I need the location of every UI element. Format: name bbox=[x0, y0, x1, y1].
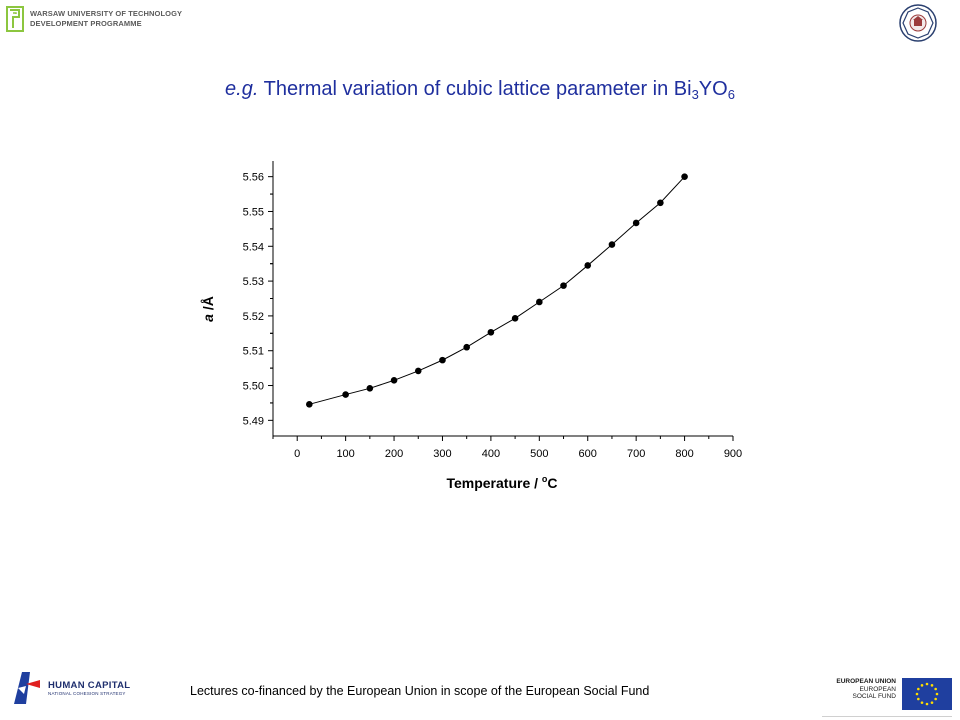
eu-line3: SOCIAL FUND bbox=[852, 693, 896, 700]
university-crest-icon bbox=[899, 4, 937, 42]
eu-line1: EUROPEAN UNION bbox=[836, 678, 896, 685]
human-capital-subtitle: NATIONAL COHESION STRATEGY bbox=[48, 691, 126, 696]
eu-star-icon bbox=[930, 684, 934, 687]
x-axis-label-main: Temperature / bbox=[446, 475, 541, 491]
eu-text: EUROPEAN UNION EUROPEAN SOCIAL FUND bbox=[836, 678, 896, 701]
y-tick-label: 5.56 bbox=[243, 172, 264, 184]
human-capital-title: HUMAN CAPITAL bbox=[48, 680, 131, 691]
x-tick-label: 300 bbox=[433, 448, 451, 460]
eu-star-icon bbox=[934, 697, 937, 701]
y-tick-label: 5.52 bbox=[243, 311, 264, 323]
wut-logo-icon bbox=[6, 6, 24, 32]
y-tick-label: 5.55 bbox=[243, 206, 264, 218]
data-point bbox=[584, 262, 592, 269]
eu-star-icon bbox=[925, 702, 929, 706]
x-tick-label: 400 bbox=[482, 448, 500, 460]
title-subscript-1: 3 bbox=[691, 87, 699, 102]
wut-logo-line2: DEVELOPMENT PROGRAMME bbox=[30, 19, 142, 28]
slide-title: e.g. Thermal variation of cubic lattice … bbox=[0, 78, 960, 102]
title-main: Thermal variation of cubic lattice param… bbox=[258, 78, 692, 100]
eu-star-icon bbox=[917, 697, 920, 701]
y-tick-label: 5.49 bbox=[243, 415, 264, 427]
data-point bbox=[439, 356, 446, 364]
data-point bbox=[487, 328, 495, 336]
x-axis-ticks: 0 100 200 300 400 500 600 700 800 900 bbox=[272, 436, 742, 460]
x-tick-label: 800 bbox=[675, 448, 693, 460]
eu-star-icon bbox=[920, 701, 924, 704]
y-axis-ticks: 5.49 5.50 5.51 5.52 5.53 5.54 5.55 5.56 bbox=[243, 172, 273, 427]
data-point bbox=[657, 199, 664, 207]
title-prefix: e.g. bbox=[225, 78, 259, 100]
data-point bbox=[366, 385, 374, 392]
data-point bbox=[608, 241, 616, 248]
x-tick-label: 900 bbox=[724, 448, 742, 460]
x-axis-label: Temperature / oC bbox=[446, 474, 557, 491]
x-tick-label: 200 bbox=[385, 448, 403, 460]
eu-line2: EUROPEAN bbox=[859, 685, 896, 693]
data-point bbox=[632, 219, 640, 227]
y-tick-label: 5.54 bbox=[243, 241, 264, 253]
wut-logo-text: WARSAW UNIVERSITY OF TECHNOLOGY DEVELOPM… bbox=[30, 9, 182, 29]
human-capital-text: HUMAN CAPITAL NATIONAL COHESION STRATEGY bbox=[48, 680, 130, 696]
data-point bbox=[536, 298, 543, 306]
data-point bbox=[560, 282, 567, 289]
data-point bbox=[414, 367, 422, 375]
y-axis-label-unit: /Å bbox=[200, 296, 216, 314]
data-point bbox=[511, 315, 519, 322]
x-axis-label-unit: C bbox=[547, 475, 557, 491]
chart-axes bbox=[272, 161, 733, 437]
x-tick-label: 0 bbox=[294, 448, 300, 460]
data-series bbox=[306, 173, 688, 408]
x-tick-label: 600 bbox=[579, 448, 597, 460]
x-axis-label-sup: o bbox=[542, 474, 548, 484]
y-tick-label: 5.53 bbox=[243, 276, 264, 288]
eu-star-icon bbox=[930, 701, 934, 704]
eu-flag-icon bbox=[902, 678, 952, 710]
eu-star-icon bbox=[917, 687, 920, 691]
data-point bbox=[681, 173, 688, 180]
x-tick-label: 500 bbox=[530, 448, 548, 460]
data-point bbox=[390, 377, 398, 384]
eu-star-icon bbox=[920, 684, 924, 687]
series-line bbox=[309, 176, 685, 405]
eu-star-icon bbox=[915, 692, 919, 696]
wut-logo-line1: WARSAW UNIVERSITY OF TECHNOLOGY bbox=[30, 9, 183, 18]
human-capital-logo: HUMAN CAPITAL NATIONAL COHESION STRATEGY bbox=[12, 670, 130, 706]
eu-star-icon bbox=[934, 687, 937, 691]
x-tick-label: 700 bbox=[627, 448, 645, 460]
eu-social-fund-logo: EUROPEAN UNION EUROPEAN SOCIAL FUND bbox=[836, 678, 952, 710]
title-mid: YO bbox=[698, 78, 728, 100]
human-capital-logo-icon bbox=[14, 672, 40, 704]
eu-star-icon bbox=[925, 682, 929, 686]
y-axis-label-symbol: a bbox=[200, 314, 216, 322]
x-tick-label: 100 bbox=[336, 448, 354, 460]
data-point bbox=[342, 391, 349, 398]
eu-star-icon bbox=[935, 692, 939, 696]
y-tick-label: 5.50 bbox=[243, 381, 264, 393]
y-tick-label: 5.51 bbox=[243, 346, 264, 358]
data-point bbox=[306, 401, 313, 408]
wut-logo: WARSAW UNIVERSITY OF TECHNOLOGY DEVELOPM… bbox=[6, 6, 182, 32]
data-point bbox=[463, 343, 470, 351]
cofinancing-note: Lectures co-financed by the European Uni… bbox=[190, 684, 650, 698]
y-axis-label: a /Å bbox=[200, 296, 216, 322]
footer-divider bbox=[822, 716, 952, 717]
title-subscript-2: 6 bbox=[727, 87, 735, 102]
